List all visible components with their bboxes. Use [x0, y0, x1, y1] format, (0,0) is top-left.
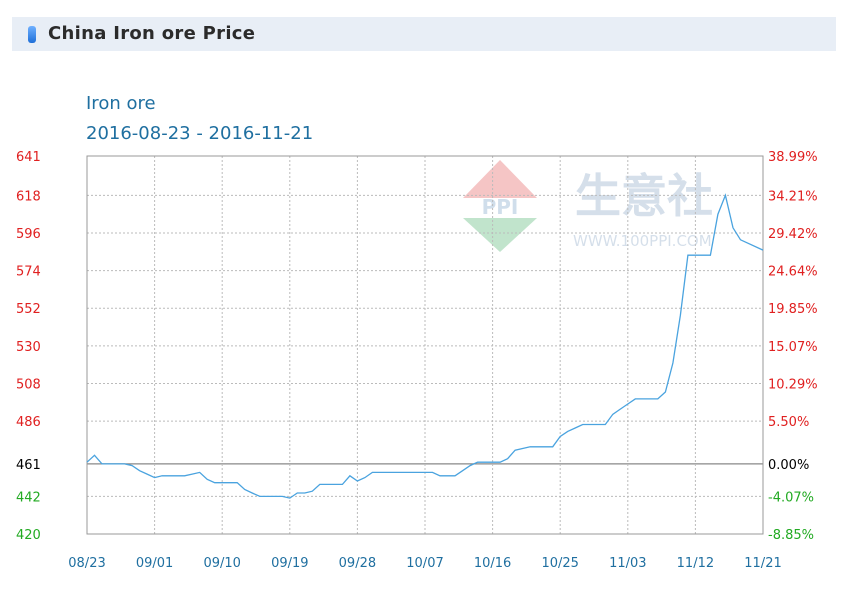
x-tick-label: 10/25 [541, 556, 578, 571]
chart-grid [87, 155, 763, 535]
plot-frame [86, 155, 764, 535]
y-right-tick-label: 15.07% [768, 340, 818, 355]
y-right-tick-label: 24.64% [768, 265, 818, 280]
watermark: PPI 生意社 WWW.100PPI.COM [463, 160, 713, 252]
x-tick-label: 09/10 [203, 556, 240, 571]
y-right-tick-label: -8.85% [768, 528, 814, 543]
y-right-tick-label: 38.99% [768, 150, 818, 165]
watermark-url-text: WWW.100PPI.COM [573, 232, 712, 250]
y-right-tick-label: 34.21% [768, 189, 818, 204]
series-line-iron-ore [86, 193, 764, 499]
left-axis: 641 618 596 574 552 530 508 486 461 442 420 [16, 150, 41, 543]
y-left-tick-label: 596 [16, 227, 41, 242]
x-tick-label: 11/12 [677, 556, 714, 571]
y-left-tick-label: 486 [16, 415, 41, 430]
y-left-tick-label: 530 [16, 340, 41, 355]
x-tick-label: 11/21 [744, 556, 781, 571]
watermark-logo-text: PPI [482, 195, 519, 219]
x-axis: 08/23 09/01 09/10 09/19 09/28 10/07 10/16 10/25… [68, 556, 781, 571]
chart-title: Iron ore [86, 93, 156, 114]
x-tick-label: 08/23 [68, 556, 105, 571]
x-tick-label: 11/03 [609, 556, 646, 571]
y-left-tick-label: 420 [16, 528, 41, 543]
y-left-tick-label: 461 [16, 458, 41, 473]
y-left-tick-label: 552 [16, 302, 41, 317]
x-tick-label: 10/16 [474, 556, 511, 571]
watermark-logo-top-icon [463, 160, 537, 198]
header-bar-icon [28, 26, 36, 43]
y-left-tick-label: 641 [16, 150, 41, 165]
section-title: China Iron ore Price [48, 23, 256, 44]
x-tick-label: 09/19 [271, 556, 308, 571]
y-right-tick-label: 29.42% [768, 227, 818, 242]
x-tick-label: 09/28 [339, 556, 376, 571]
y-right-tick-label: 5.50% [768, 415, 809, 430]
right-axis: 38.99% 34.21% 29.42% 24.64% 19.85% 15.07% 10.2… [768, 150, 818, 543]
watermark-chinese-text: 生意社 [575, 169, 713, 223]
watermark-logo-bottom-icon [463, 218, 537, 252]
chart-subtitle: 2016-08-23 - 2016-11-21 [86, 123, 314, 144]
y-right-tick-label: 0.00% [768, 458, 809, 473]
y-left-tick-label: 508 [16, 377, 41, 392]
x-tick-label: 09/01 [136, 556, 173, 571]
x-tick-label: 10/07 [406, 556, 443, 571]
y-left-tick-label: 442 [16, 490, 41, 505]
y-right-tick-label: 19.85% [768, 302, 818, 317]
y-right-tick-label: 10.29% [768, 377, 818, 392]
y-right-tick-label: -4.07% [768, 490, 814, 505]
y-left-tick-label: 574 [16, 265, 41, 280]
section-header: China Iron ore Price [12, 17, 836, 51]
y-left-tick-label: 618 [16, 189, 41, 204]
